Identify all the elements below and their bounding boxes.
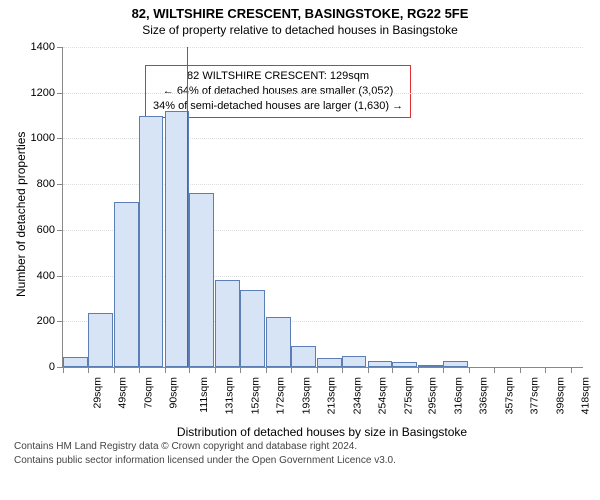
- gridline: [63, 47, 583, 48]
- x-tick: [291, 367, 292, 373]
- x-tick-label: 398sqm: [554, 377, 566, 414]
- y-axis-title: Number of detached properties: [14, 132, 28, 297]
- histogram-bar: [368, 361, 393, 367]
- x-tick: [139, 367, 140, 373]
- y-tick-label: 400: [37, 270, 55, 282]
- x-tick-label: 70sqm: [142, 377, 154, 409]
- histogram-bar: [266, 317, 291, 367]
- x-tick: [545, 367, 546, 373]
- x-tick: [392, 367, 393, 373]
- footer-line2: Contains public sector information licen…: [14, 454, 592, 468]
- histogram-bar: [189, 193, 214, 367]
- x-tick-label: 316sqm: [453, 377, 465, 414]
- x-tick: [443, 367, 444, 373]
- histogram-bar: [88, 313, 113, 367]
- x-tick: [240, 367, 241, 373]
- marker-line: [187, 47, 188, 367]
- x-tick: [317, 367, 318, 373]
- x-tick: [114, 367, 115, 373]
- y-tick: [57, 138, 63, 139]
- histogram-bar: [215, 280, 240, 367]
- histogram-bar: [114, 202, 139, 367]
- annotation-line2: ← 64% of detached houses are smaller (3,…: [153, 84, 403, 99]
- x-tick-label: 29sqm: [92, 377, 104, 409]
- x-tick: [215, 367, 216, 373]
- plot-area: 82 WILTSHIRE CRESCENT: 129sqm ← 64% of d…: [62, 47, 583, 368]
- x-tick: [571, 367, 572, 373]
- histogram-bar: [443, 361, 468, 367]
- annotation-box: 82 WILTSHIRE CRESCENT: 129sqm ← 64% of d…: [145, 65, 411, 118]
- gridline: [63, 93, 583, 94]
- x-tick-label: 193sqm: [300, 377, 312, 414]
- x-tick: [165, 367, 166, 373]
- x-tick: [88, 367, 89, 373]
- x-axis-title: Distribution of detached houses by size …: [162, 425, 482, 439]
- x-tick: [266, 367, 267, 373]
- histogram-bar: [63, 357, 88, 367]
- x-tick: [342, 367, 343, 373]
- x-tick-label: 213sqm: [325, 377, 337, 414]
- y-tick-label: 1200: [31, 87, 55, 99]
- histogram-bar: [240, 290, 265, 367]
- x-tick-label: 131sqm: [224, 377, 236, 414]
- figure: 82, WILTSHIRE CRESCENT, BASINGSTOKE, RG2…: [0, 0, 600, 500]
- y-tick: [57, 47, 63, 48]
- x-tick: [189, 367, 190, 373]
- histogram-bar: [139, 116, 164, 367]
- x-tick-label: 377sqm: [528, 377, 540, 414]
- figure-title-line2: Size of property relative to detached ho…: [8, 23, 592, 37]
- y-tick-label: 1400: [31, 41, 55, 53]
- y-tick: [57, 276, 63, 277]
- x-tick-label: 254sqm: [376, 377, 388, 414]
- annotation-line1: 82 WILTSHIRE CRESCENT: 129sqm: [153, 69, 403, 84]
- footer: Contains HM Land Registry data © Crown c…: [8, 440, 592, 467]
- figure-title-line1: 82, WILTSHIRE CRESCENT, BASINGSTOKE, RG2…: [8, 6, 592, 21]
- histogram-bar: [165, 111, 190, 367]
- x-tick-label: 234sqm: [351, 377, 363, 414]
- y-tick-label: 600: [37, 224, 55, 236]
- y-tick-label: 200: [37, 315, 55, 327]
- annotation-line3: 34% of semi-detached houses are larger (…: [153, 99, 403, 114]
- x-tick-label: 357sqm: [503, 377, 515, 414]
- histogram-bar: [392, 362, 417, 367]
- histogram-bar: [342, 356, 367, 367]
- x-tick-label: 295sqm: [427, 377, 439, 414]
- x-tick-label: 336sqm: [477, 377, 489, 414]
- y-tick: [57, 321, 63, 322]
- x-tick: [418, 367, 419, 373]
- x-tick: [494, 367, 495, 373]
- y-tick-label: 800: [37, 178, 55, 190]
- x-tick: [520, 367, 521, 373]
- x-tick-label: 111sqm: [197, 377, 209, 413]
- histogram-bar: [418, 365, 443, 367]
- histogram-bar: [291, 346, 316, 367]
- chart-area: Number of detached properties 82 WILTSHI…: [8, 43, 592, 438]
- x-tick: [469, 367, 470, 373]
- x-tick-label: 90sqm: [167, 377, 179, 409]
- x-tick-label: 49sqm: [116, 377, 128, 409]
- x-tick-label: 275sqm: [402, 377, 414, 414]
- y-tick-label: 1000: [31, 132, 55, 144]
- y-tick: [57, 230, 63, 231]
- y-tick: [57, 93, 63, 94]
- x-tick-label: 152sqm: [250, 377, 262, 414]
- x-tick: [63, 367, 64, 373]
- histogram-bar: [317, 358, 342, 367]
- x-tick-label: 172sqm: [274, 377, 286, 414]
- y-tick: [57, 184, 63, 185]
- x-tick-label: 418sqm: [579, 377, 591, 414]
- y-tick-label: 0: [49, 361, 55, 373]
- footer-line1: Contains HM Land Registry data © Crown c…: [14, 440, 592, 454]
- x-tick: [368, 367, 369, 373]
